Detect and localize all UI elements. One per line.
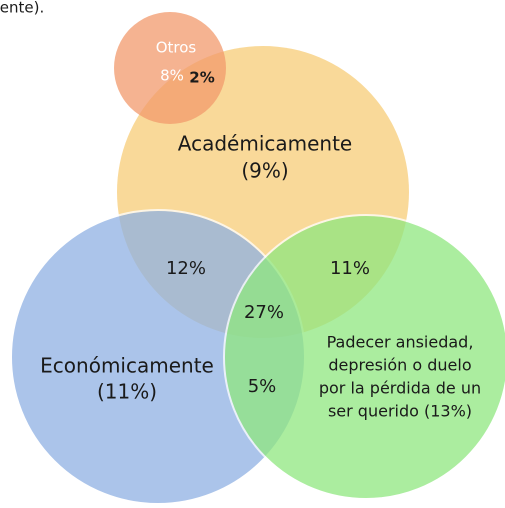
overlap-value: 2% <box>189 69 214 87</box>
set-label: Académicamente <box>178 132 352 156</box>
set-label: Económicamente <box>40 354 214 378</box>
overlap-value: 5% <box>248 376 277 397</box>
set-label: ser querido (13%) <box>328 402 472 421</box>
overlap-value: 27% <box>244 302 284 323</box>
set-label: Padecer ansiedad, <box>327 333 474 352</box>
set-value: 8% <box>160 67 184 85</box>
set-label: depresión o duelo <box>328 356 471 375</box>
set-label: por la pérdida de un <box>319 379 481 398</box>
circle-otros <box>114 12 226 124</box>
caption: ente). <box>0 0 44 17</box>
set-value: (11%) <box>97 380 157 404</box>
set-value: (9%) <box>241 159 288 183</box>
set-label: Otros <box>156 39 197 57</box>
overlap-value: 11% <box>330 258 370 279</box>
overlap-value: 12% <box>166 258 206 279</box>
circle-salud <box>223 214 505 500</box>
